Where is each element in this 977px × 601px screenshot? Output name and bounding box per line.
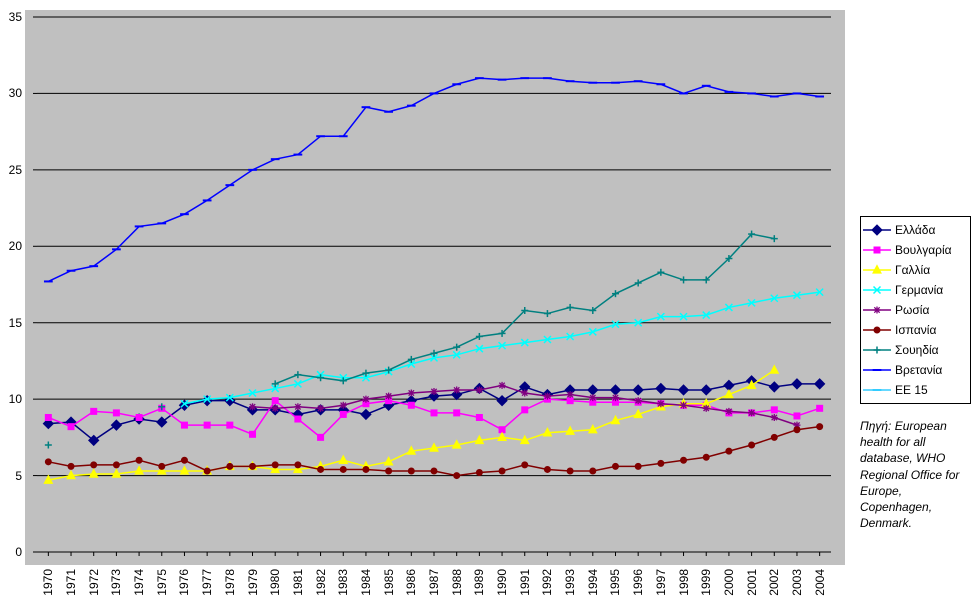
legend-swatch <box>863 343 891 357</box>
x-tick-label: 1993 <box>563 569 577 596</box>
x-tick-label: 1987 <box>427 569 441 596</box>
x-tick-label: 1983 <box>336 569 350 596</box>
x-tick-label: 1970 <box>41 569 55 596</box>
legend-item: Ισπανία <box>863 320 968 340</box>
plot-area <box>25 10 845 565</box>
x-tick-label: 1974 <box>132 569 146 596</box>
legend-swatch <box>863 223 891 237</box>
x-tick-label: 1985 <box>382 569 396 596</box>
y-tick-label: 10 <box>2 392 22 406</box>
y-tick-label: 15 <box>2 316 22 330</box>
legend-label: Ισπανία <box>895 323 936 337</box>
x-tick-label: 1977 <box>200 569 214 596</box>
x-tick-label: 1984 <box>359 569 373 596</box>
legend-swatch <box>863 263 891 277</box>
y-tick-label: 0 <box>2 545 22 559</box>
x-tick-label: 1976 <box>177 569 191 596</box>
x-tick-label: 1978 <box>223 569 237 596</box>
x-tick-label: 2002 <box>767 569 781 596</box>
legend: Ελλάδα Βουλγαρία Γαλλία Γερμανία Ρωσία Ισπανί… <box>860 216 971 404</box>
legend-swatch <box>863 363 891 377</box>
legend-item: Ελλάδα <box>863 220 968 240</box>
legend-label: Ελλάδα <box>895 223 935 237</box>
legend-item: Σουηδία <box>863 340 968 360</box>
chart-container: 0 5 10 15 20 25 30 35 1970 1971 1972 1973 1974 1975 1… <box>0 0 977 601</box>
x-tick-label: 1971 <box>64 569 78 596</box>
y-tick-label: 30 <box>2 86 22 100</box>
legend-item: Βουλγαρία <box>863 240 968 260</box>
legend-swatch <box>863 383 891 397</box>
x-tick-label: 1992 <box>540 569 554 596</box>
legend-item: ΕΕ 15 <box>863 380 968 400</box>
y-tick-label: 5 <box>2 469 22 483</box>
legend-swatch <box>863 243 891 257</box>
legend-swatch <box>863 303 891 317</box>
legend-swatch <box>863 323 891 337</box>
x-tick-label: 1980 <box>268 569 282 596</box>
x-tick-label: 1989 <box>472 569 486 596</box>
legend-label: Βρετανία <box>895 363 942 377</box>
source-lead: Πηγή: <box>860 419 891 433</box>
x-tick-label: 1994 <box>586 569 600 596</box>
x-tick-label: 1995 <box>608 569 622 596</box>
y-tick-label: 25 <box>2 163 22 177</box>
x-tick-label: 1988 <box>450 569 464 596</box>
legend-label: Βουλγαρία <box>895 243 952 257</box>
x-tick-label: 1991 <box>518 569 532 596</box>
y-tick-label: 35 <box>2 10 22 24</box>
legend-item: Ρωσία <box>863 300 968 320</box>
legend-label: Γαλλία <box>895 263 930 277</box>
x-tick-label: 1996 <box>631 569 645 596</box>
x-tick-label: 2004 <box>813 569 827 596</box>
x-tick-label: 1975 <box>155 569 169 596</box>
y-tick-label: 20 <box>2 239 22 253</box>
legend-label: ΕΕ 15 <box>895 383 928 397</box>
source-note: Πηγή: European health for all database, … <box>860 418 970 531</box>
x-tick-label: 1990 <box>495 569 509 596</box>
x-tick-label: 1973 <box>109 569 123 596</box>
chart-svg <box>25 10 845 565</box>
legend-label: Γερμανία <box>895 283 943 297</box>
x-tick-label: 1986 <box>404 569 418 596</box>
legend-label: Ρωσία <box>895 303 929 317</box>
x-tick-label: 1982 <box>314 569 328 596</box>
x-tick-label: 1979 <box>246 569 260 596</box>
x-tick-label: 1981 <box>291 569 305 596</box>
x-tick-label: 1972 <box>87 569 101 596</box>
legend-item: Γερμανία <box>863 280 968 300</box>
x-tick-label: 1998 <box>677 569 691 596</box>
legend-label: Σουηδία <box>895 343 939 357</box>
legend-item: Γαλλία <box>863 260 968 280</box>
x-tick-label: 2000 <box>722 569 736 596</box>
legend-swatch <box>863 283 891 297</box>
legend-item: Βρετανία <box>863 360 968 380</box>
x-tick-label: 2001 <box>745 569 759 596</box>
source-text: European health for all database, WHO Re… <box>860 419 959 530</box>
x-tick-label: 2003 <box>790 569 804 596</box>
x-tick-label: 1997 <box>654 569 668 596</box>
x-tick-label: 1999 <box>699 569 713 596</box>
